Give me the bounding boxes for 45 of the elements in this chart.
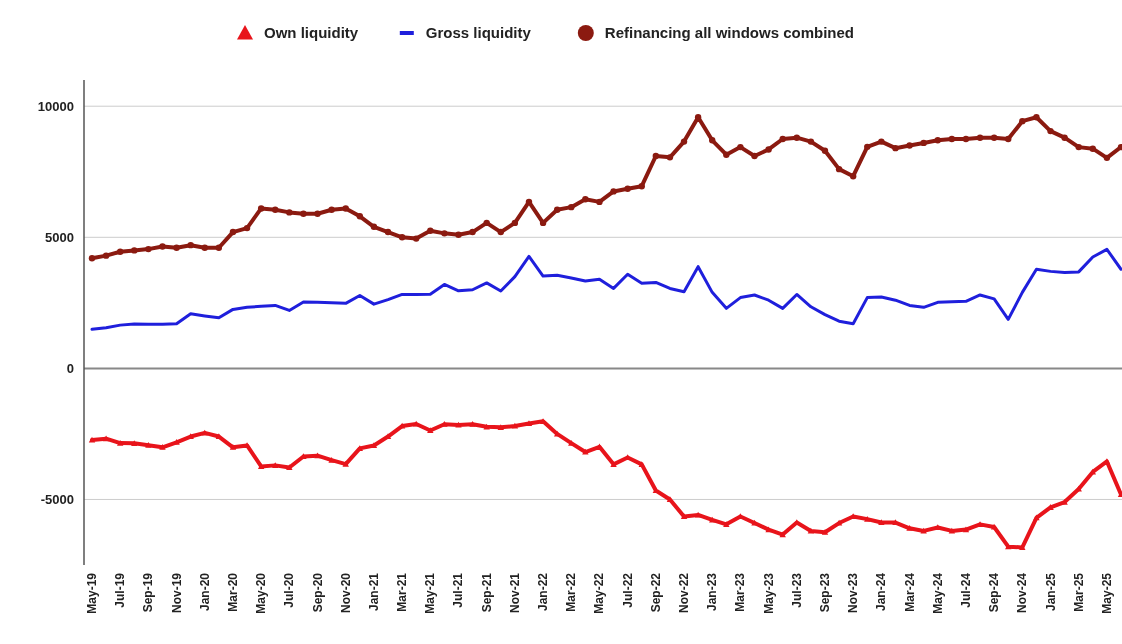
x-tick-label: Jan-20 — [197, 572, 212, 612]
x-tick-label: May-22 — [592, 572, 607, 614]
y-tick-label: 5000 — [45, 229, 74, 245]
x-tick-label: May-20 — [254, 572, 269, 614]
legend-label: Gross liquidity — [425, 24, 532, 42]
x-tick-label: Sep-19 — [141, 572, 156, 613]
x-tick-label: Jan-23 — [705, 572, 720, 612]
x-tick-label: Nov-22 — [677, 572, 692, 614]
legend-label: Refinancing all windows combined — [604, 24, 854, 42]
x-tick-label: Jan-25 — [1043, 572, 1058, 612]
x-tick-label: Jul-20 — [282, 572, 297, 608]
x-tick-label: Nov-19 — [169, 572, 184, 614]
x-tick-label: Sep-20 — [310, 572, 325, 613]
x-tick-label: Nov-24 — [1015, 572, 1030, 614]
x-tick-label: Sep-22 — [648, 572, 663, 613]
x-tick-label: May-25 — [1099, 572, 1114, 614]
x-tick-label: Jul-19 — [113, 572, 128, 608]
x-tick-label: Nov-21 — [507, 572, 522, 614]
x-tick-label: Jan-24 — [874, 572, 889, 612]
x-tick-label: May-24 — [930, 572, 945, 614]
x-tick-label: Sep-21 — [479, 572, 494, 613]
x-tick-label: Mar-22 — [564, 572, 579, 612]
y-tick-label: 10000 — [37, 98, 74, 114]
y-tick-label: -5000 — [40, 492, 74, 508]
x-tick-label: Mar-24 — [902, 572, 917, 612]
x-tick-label: Jul-21 — [451, 572, 466, 608]
x-tick-label: Jul-24 — [958, 572, 973, 608]
x-tick-label: May-23 — [761, 572, 776, 614]
x-tick-label: Mar-21 — [395, 572, 410, 612]
x-tick-label: Mar-25 — [1071, 572, 1086, 612]
x-tick-label: May-21 — [423, 572, 438, 614]
x-tick-label: Jul-23 — [789, 572, 804, 608]
x-tick-label: Jan-21 — [366, 572, 381, 612]
x-tick-label: May-19 — [85, 572, 99, 614]
y-tick-label: 0 — [66, 360, 74, 376]
x-tick-label: Sep-23 — [817, 572, 832, 613]
x-tick-label: Sep-24 — [987, 572, 1002, 613]
x-tick-label: Mar-20 — [225, 572, 240, 612]
x-tick-label: Nov-23 — [846, 572, 861, 614]
x-tick-label: Jan-22 — [536, 572, 551, 612]
x-tick-label: Nov-20 — [338, 572, 353, 614]
line-series — [90, 247, 1122, 331]
x-tick-label: Mar-23 — [733, 572, 748, 612]
x-tick-label: Jul-22 — [620, 572, 635, 608]
legend-label: Own liquidity — [264, 24, 359, 42]
